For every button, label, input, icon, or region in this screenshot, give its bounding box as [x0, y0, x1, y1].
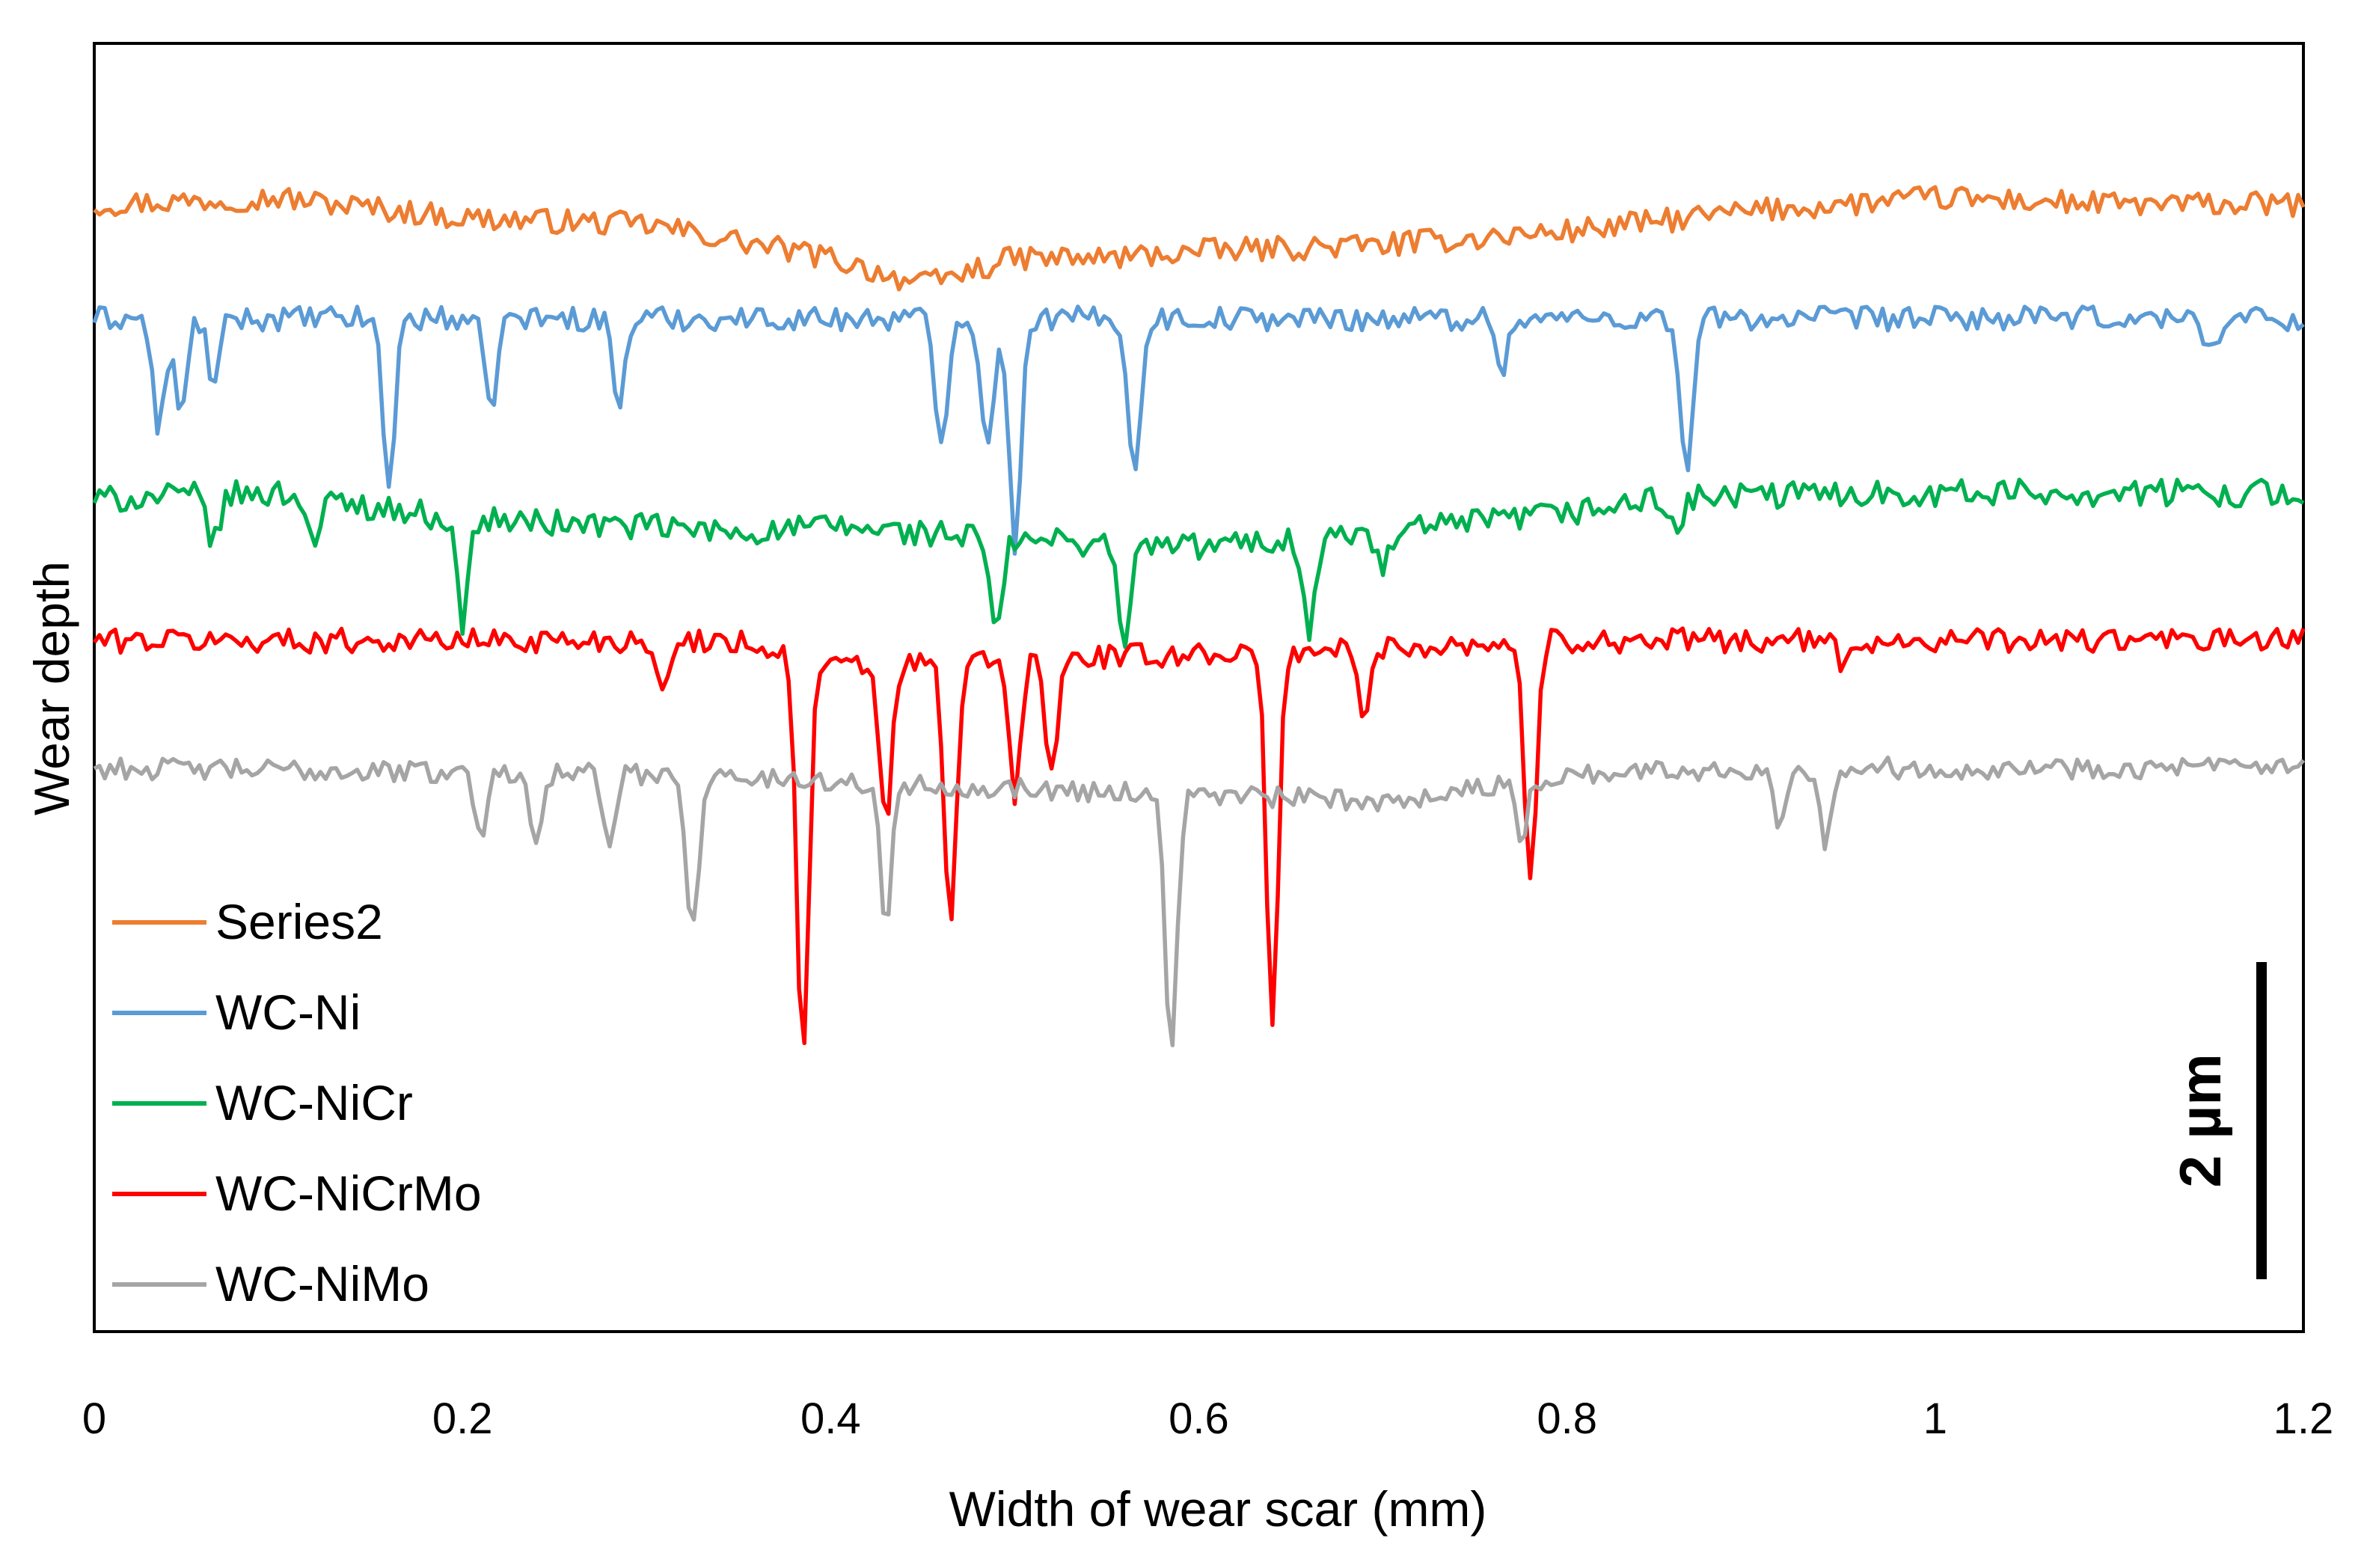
x-tick-label: 1.2 — [2273, 1394, 2334, 1443]
scale-bar-label: 2 µm — [2167, 1053, 2233, 1187]
legend-label-wc-nimo: WC-NiMo — [215, 1256, 429, 1311]
scale-bar: 2 µm — [2167, 962, 2267, 1279]
legend-label-wc-ni: WC-Ni — [215, 984, 361, 1040]
legend-label-series2: Series2 — [215, 894, 383, 949]
series-line-series2 — [93, 185, 2306, 292]
series-line-wc-nimo — [93, 755, 2306, 1047]
series-layer — [92, 185, 2306, 1047]
x-tick-label: 0.4 — [800, 1394, 861, 1443]
legend: Series2 WC-Ni WC-NiCr WC-NiCrMo WC-NiMo — [112, 894, 482, 1311]
x-tick-labels: 0 0.2 0.4 0.6 0.8 1 1.2 — [82, 1394, 2333, 1443]
x-axis-title: Width of wear scar (mm) — [949, 1481, 1487, 1537]
series-line-wc-ni — [92, 304, 2305, 556]
x-tick-label: 0.8 — [1537, 1394, 1597, 1443]
x-tick-label: 0.6 — [1169, 1394, 1229, 1443]
series-line-wc-nicrmo — [92, 626, 2306, 1046]
legend-label-wc-nicrmo: WC-NiCrMo — [215, 1166, 482, 1221]
x-tick-label: 1 — [1923, 1394, 1947, 1443]
y-axis-title: Wear depth — [24, 561, 79, 815]
x-tick-label: 0 — [82, 1394, 106, 1443]
plot-frame — [93, 42, 2305, 1333]
series-line-wc-nicr — [92, 477, 2305, 649]
x-tick-label: 0.2 — [432, 1394, 493, 1443]
legend-label-wc-nicr: WC-NiCr — [215, 1075, 413, 1130]
